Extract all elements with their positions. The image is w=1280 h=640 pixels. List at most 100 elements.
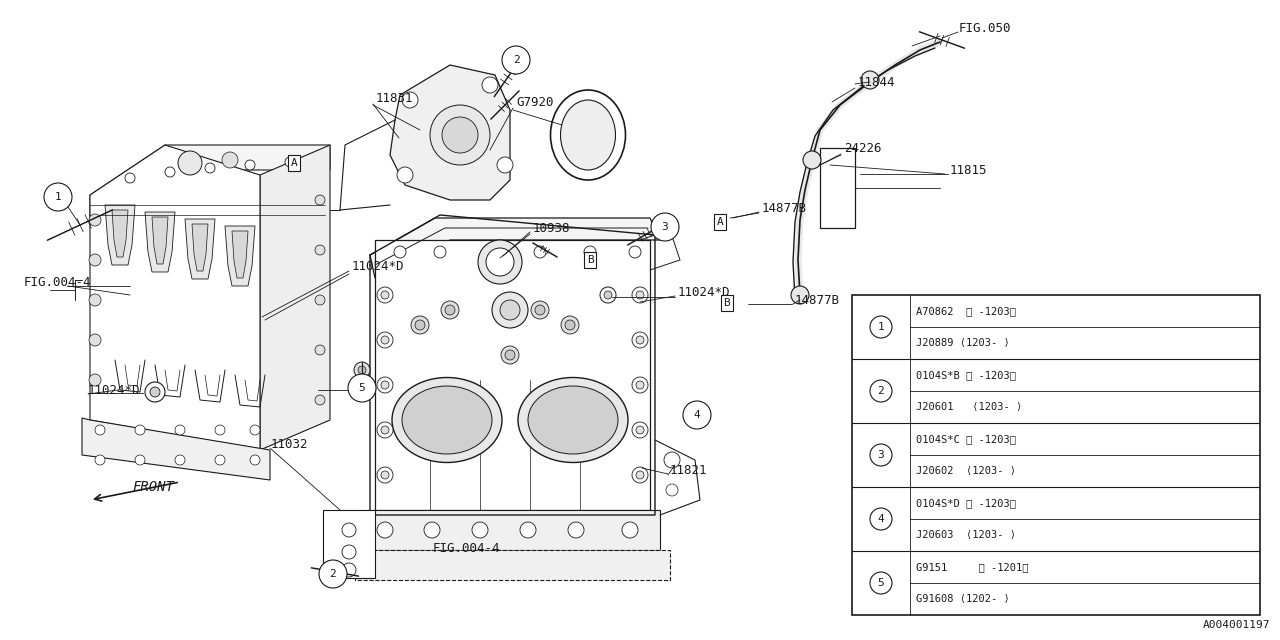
Circle shape [402,92,419,108]
Circle shape [636,336,644,344]
Ellipse shape [402,386,492,454]
Circle shape [178,151,202,175]
Circle shape [165,167,175,177]
Circle shape [497,157,513,173]
Circle shape [378,377,393,393]
Circle shape [90,374,101,386]
Polygon shape [192,224,207,271]
Circle shape [411,316,429,334]
Circle shape [622,522,637,538]
Text: J20889 ⟨1203- ⟩: J20889 ⟨1203- ⟩ [916,338,1010,348]
Polygon shape [113,210,128,257]
Polygon shape [225,226,255,286]
Bar [375,240,650,510]
Text: 0104S*C 〈 -1203〉: 0104S*C 〈 -1203〉 [916,434,1016,444]
Circle shape [342,545,356,559]
Circle shape [378,522,393,538]
Circle shape [434,246,445,258]
Circle shape [636,471,644,479]
Text: 4: 4 [878,514,884,524]
Circle shape [355,362,370,378]
Text: 11024*D: 11024*D [678,285,731,298]
Circle shape [378,287,393,303]
Circle shape [632,377,648,393]
Circle shape [145,382,165,402]
Circle shape [415,320,425,330]
Text: 11844: 11844 [858,76,896,88]
Polygon shape [390,65,509,200]
Circle shape [604,291,612,299]
Text: 11024*D: 11024*D [352,260,404,273]
Circle shape [95,455,105,465]
Circle shape [502,46,530,74]
Circle shape [636,426,644,434]
Text: A004001197: A004001197 [1202,620,1270,630]
Circle shape [285,157,294,167]
Polygon shape [370,218,660,278]
Circle shape [348,374,376,402]
Text: 11032: 11032 [271,438,308,451]
Circle shape [125,173,134,183]
Circle shape [342,523,356,537]
Polygon shape [260,145,330,450]
Circle shape [492,292,529,328]
Circle shape [486,248,515,276]
Bar [365,510,660,550]
Circle shape [175,425,186,435]
Circle shape [561,316,579,334]
Circle shape [221,152,238,168]
Circle shape [632,467,648,483]
Circle shape [381,381,389,389]
Circle shape [215,455,225,465]
Bar [852,295,1260,615]
Circle shape [394,246,406,258]
Text: 14877B: 14877B [795,294,840,307]
Text: 11821: 11821 [669,463,708,477]
Text: FIG.004-4: FIG.004-4 [24,276,91,289]
Polygon shape [82,418,270,480]
Circle shape [378,332,393,348]
Circle shape [870,444,892,466]
Circle shape [870,380,892,402]
Circle shape [791,286,809,304]
Circle shape [506,350,515,360]
Circle shape [430,105,490,165]
Text: 10938: 10938 [532,221,571,234]
Text: G9151     〈 -1201〉: G9151 〈 -1201〉 [916,562,1029,572]
Text: 5: 5 [358,383,365,393]
Circle shape [531,301,549,319]
Text: 4: 4 [694,410,700,420]
Text: 3: 3 [878,450,884,460]
Circle shape [636,381,644,389]
Text: A: A [717,217,723,227]
Text: 11815: 11815 [950,163,987,177]
Ellipse shape [550,90,626,180]
Circle shape [381,336,389,344]
Circle shape [472,522,488,538]
Circle shape [342,563,356,577]
Text: 11831: 11831 [376,92,413,104]
Circle shape [564,320,575,330]
Polygon shape [90,145,330,220]
Circle shape [632,287,648,303]
Circle shape [584,246,596,258]
Text: 1: 1 [878,322,884,332]
Circle shape [483,77,498,93]
Circle shape [664,452,680,468]
Circle shape [358,366,366,374]
Circle shape [632,332,648,348]
Text: 0104S*B 〈 -1203〉: 0104S*B 〈 -1203〉 [916,370,1016,380]
Text: A: A [291,158,297,168]
Circle shape [315,245,325,255]
Circle shape [315,195,325,205]
Circle shape [803,151,820,169]
Circle shape [250,455,260,465]
Circle shape [205,163,215,173]
Circle shape [870,316,892,338]
Text: 11024*D: 11024*D [88,383,141,397]
Text: 0104S*D 〈 -1203〉: 0104S*D 〈 -1203〉 [916,498,1016,508]
Polygon shape [145,212,175,272]
Circle shape [861,71,879,89]
Text: 24226: 24226 [844,141,882,154]
Circle shape [381,426,389,434]
